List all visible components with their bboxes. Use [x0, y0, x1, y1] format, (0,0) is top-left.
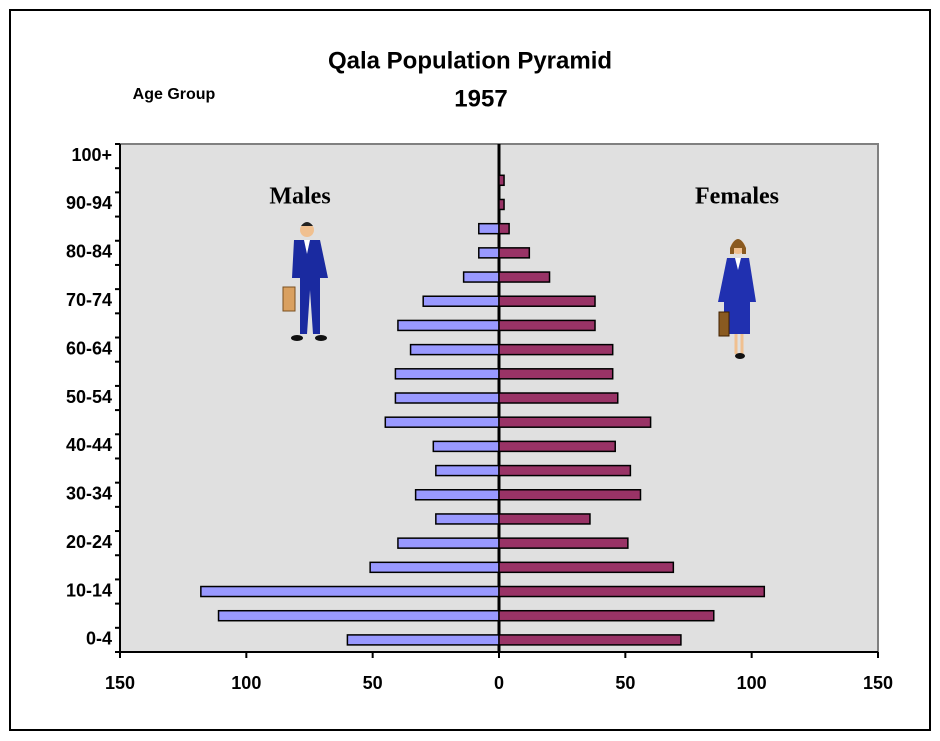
bar [498, 513, 591, 525]
x-tick-label: 50 [615, 673, 635, 693]
bar [498, 222, 510, 235]
y-tick-label: 40-44 [66, 435, 112, 455]
x-tick-label: 100 [231, 673, 261, 693]
bar [394, 392, 500, 404]
x-tick-label: 100 [737, 673, 767, 693]
y-axis-label: Age Group [133, 86, 216, 103]
bar [498, 319, 596, 332]
chart-subtitle: 1957 [454, 85, 507, 112]
annotation: Females [695, 184, 779, 210]
y-tick-label: 80-84 [66, 242, 112, 262]
bar [498, 609, 715, 622]
bar [384, 416, 500, 428]
bar [346, 634, 500, 646]
x-tick-label: 0 [494, 673, 504, 693]
bar [498, 198, 505, 211]
y-tick-label: 30-34 [66, 484, 112, 504]
bar [498, 464, 632, 477]
y-tick-label: 70-74 [66, 290, 112, 310]
bar [435, 513, 500, 525]
bar [397, 319, 500, 332]
bar [498, 489, 642, 501]
bar [414, 489, 500, 501]
bar [422, 295, 500, 307]
y-tick-label: 50-54 [66, 387, 112, 407]
annotation: Males [269, 184, 330, 210]
bar [498, 561, 675, 574]
y-tick-label: 20-24 [66, 532, 112, 552]
bar [397, 537, 500, 549]
bar [498, 174, 505, 187]
bar [369, 561, 500, 574]
bar [498, 392, 619, 404]
bar [498, 295, 596, 307]
bar [498, 368, 614, 380]
bar [432, 440, 500, 453]
x-tick-label: 150 [863, 673, 893, 693]
bar [498, 440, 616, 453]
x-tick-label: 50 [363, 673, 383, 693]
bar [435, 464, 500, 477]
bar [498, 537, 629, 549]
female-icon [718, 239, 756, 359]
y-tick-label: 100+ [71, 145, 112, 165]
bar [498, 247, 531, 259]
bar [217, 609, 500, 622]
y-tick-label: 0-4 [86, 629, 112, 649]
bar [394, 368, 500, 380]
bar [478, 222, 500, 235]
x-tick-label: 150 [105, 673, 135, 693]
bar [462, 271, 500, 283]
chart-title: Qala Population Pyramid [328, 47, 612, 74]
bar [498, 343, 614, 356]
bar [498, 634, 682, 646]
y-tick-label: 10-14 [66, 580, 112, 600]
bar [200, 585, 500, 598]
bar [409, 343, 500, 356]
male-icon [282, 222, 328, 341]
y-tick-label: 60-64 [66, 338, 112, 358]
bar [498, 416, 652, 428]
bar [478, 247, 500, 259]
y-tick-label: 90-94 [66, 193, 112, 213]
bar [498, 585, 766, 598]
bar [498, 271, 551, 283]
